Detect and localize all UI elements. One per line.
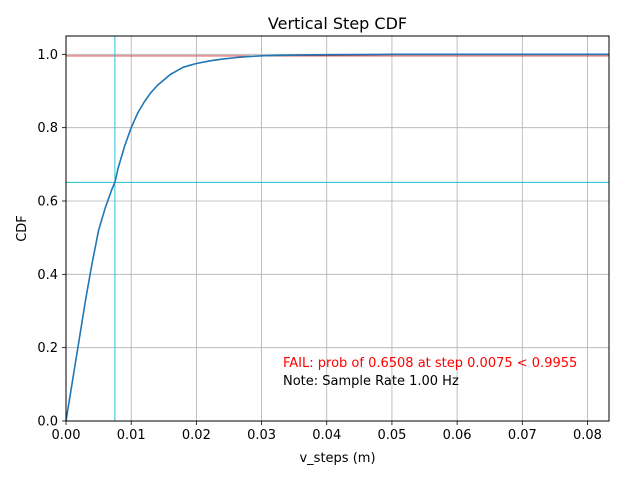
x-tick-label: 0.02 [182, 428, 211, 443]
x-tick-label: 0.01 [117, 428, 146, 443]
y-axis-label: CDF [15, 215, 30, 242]
reference-lines [66, 36, 609, 421]
x-axis-label: v_steps (m) [299, 451, 375, 466]
y-tick-label: 0.4 [37, 268, 58, 283]
cdf-series-line [65, 53, 609, 422]
x-tick-label: 0.03 [247, 428, 276, 443]
series-group [65, 53, 609, 422]
y-tick-label: 0.2 [37, 341, 58, 356]
y-axis-ticks: 0.0 0.2 0.4 0.6 0.8 1.0 [37, 48, 66, 430]
y-tick-label: 0.6 [37, 195, 58, 210]
chart-title: Vertical Step CDF [268, 14, 407, 33]
x-tick-label: 0.08 [573, 428, 602, 443]
x-tick-label: 0.05 [377, 428, 406, 443]
x-axis-ticks: 0.00 0.01 0.02 0.03 0.04 0.05 0.06 0.07 0.08 [52, 421, 602, 443]
fail-annotation: FAIL: prob of 0.6508 at step 0.0075 < 0.… [283, 356, 577, 371]
x-tick-label: 0.04 [312, 428, 341, 443]
note-annotation: Note: Sample Rate 1.00 Hz [283, 374, 459, 389]
y-tick-label: 0.0 [37, 415, 58, 430]
x-tick-label: 0.07 [508, 428, 537, 443]
y-tick-label: 1.0 [37, 48, 58, 63]
x-tick-label: 0.00 [52, 428, 81, 443]
y-tick-label: 0.8 [37, 121, 58, 136]
x-tick-label: 0.06 [443, 428, 472, 443]
plot-frame [65, 35, 610, 422]
